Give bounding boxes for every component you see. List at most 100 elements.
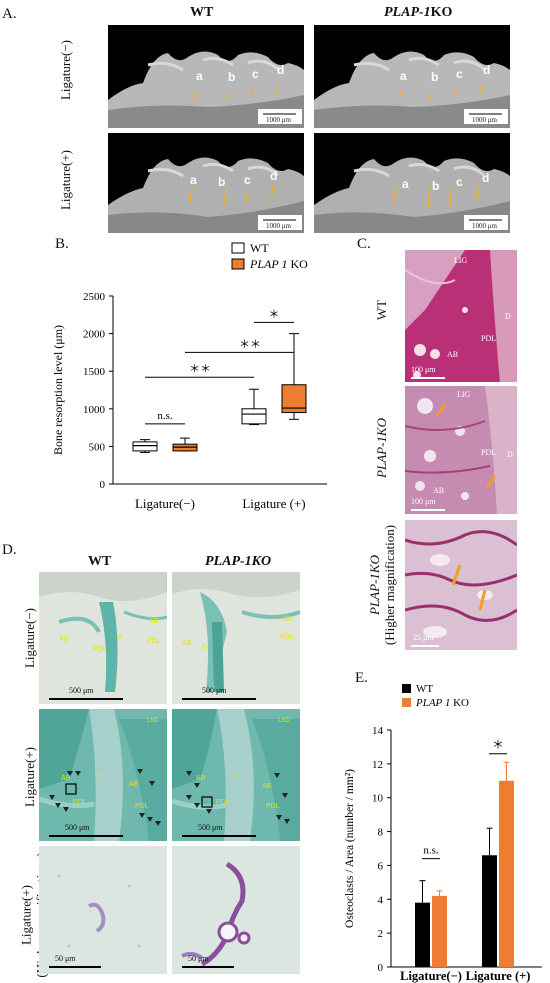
- tooth-b-label: b: [228, 70, 236, 84]
- trap-wt-high-mag: 50 μm: [39, 846, 167, 974]
- panel-b-letter: B.: [55, 236, 69, 252]
- sig-single-label: ＊: [269, 308, 280, 320]
- y-tick-label: 6: [378, 860, 384, 872]
- tooth-a-label: a: [190, 173, 197, 187]
- pdl-label: PDL: [216, 799, 230, 806]
- scale-label: 25 μm: [413, 633, 434, 642]
- histology-image: [39, 572, 167, 704]
- pdl-label-right: PDL: [135, 803, 149, 810]
- dentin-label: D: [505, 312, 511, 321]
- osteoclast-bar-chart: 0 2 4 6 8 10 12 14 Osteoclasts / Area (number / …: [344, 683, 542, 983]
- panel-c-row3-line1: PLAP-1KO: [367, 555, 382, 615]
- scale-bar: [411, 377, 445, 379]
- bar: [499, 780, 514, 967]
- dentin-label: D: [232, 773, 238, 780]
- trap-ko-ligature-minus: AB D AB PDL 500 μm: [172, 572, 300, 704]
- scale-label: 50 μm: [55, 954, 76, 963]
- trap-wt-ligature-plus: AB D PDL AB PDL LIG 500 μm: [39, 709, 167, 841]
- bar: [482, 855, 497, 967]
- panel-a-col-ko: PLAP-1KO: [384, 5, 452, 21]
- dentin-label: D: [507, 450, 513, 459]
- tooth-c-label: c: [456, 67, 463, 81]
- microct-jaw-image: [314, 133, 510, 233]
- scale-label: 1000 μm: [266, 116, 291, 124]
- panel-c-row1-wrap: WT: [362, 300, 402, 320]
- panel-a-row2-wrap: Ligature(+): [46, 150, 86, 210]
- pdl-label: PDL: [481, 334, 497, 343]
- panel-c-row2-wrap: PLAP-1KO: [362, 418, 402, 478]
- y-tick-label: 2: [378, 928, 384, 940]
- bone-resorption-box-plot: 0 500 1000 1500 2000 2500 Bone resorption leve…: [51, 241, 327, 511]
- legend-swatch-wt: [402, 684, 411, 693]
- trap-wt-ligature-minus: AB D PDL AB PDL 500 μm: [39, 572, 167, 704]
- x-category-label: Ligature(−): [400, 969, 462, 983]
- pdl-label: PDL: [481, 448, 497, 457]
- scale-bar: [49, 966, 101, 968]
- scale-bar: [182, 835, 256, 837]
- panel-c-letter: C.: [357, 236, 371, 252]
- y-tick-label: 2500: [83, 291, 106, 303]
- box-iqr: [132, 441, 158, 452]
- pdl-label-right: PDL: [266, 803, 280, 810]
- dentin-label: D: [117, 634, 123, 641]
- tooth-d-label: d: [270, 169, 278, 183]
- y-tick-label: 8: [378, 827, 384, 839]
- ab-label-right: AB: [129, 781, 139, 788]
- histology-image: [39, 846, 167, 974]
- tooth-c-label: c: [252, 67, 259, 81]
- scale-label: 500 μm: [198, 823, 223, 832]
- sig-ns-label: n.s.: [423, 845, 439, 857]
- sig-ns-label: n.s.: [157, 410, 173, 422]
- ab-label: AB: [182, 640, 192, 647]
- microct-jaw-image: [108, 25, 304, 128]
- panel-a-col-wt: WT: [190, 5, 214, 20]
- panel-d-col-wt: WT: [88, 554, 112, 569]
- bar: [415, 902, 430, 967]
- scale-bar: [411, 509, 445, 511]
- trap-ko-high-mag: 50 μm: [172, 846, 300, 974]
- sig-single-label: ＊: [492, 738, 504, 752]
- panel-d-row3-line1: Ligature(+): [19, 884, 35, 946]
- microct-jaw-image: [314, 25, 510, 128]
- ab-label: AB: [447, 350, 459, 359]
- microct-wt-ligature-minus: a b c d 1000 μm: [108, 25, 304, 128]
- legend-swatch-ko: [402, 698, 411, 707]
- ab-label: AB: [59, 636, 69, 643]
- ab-label-right: AB: [149, 618, 159, 625]
- legend-label-wt: WT: [416, 683, 433, 695]
- scale-bar: [411, 645, 439, 647]
- ab-label: AB: [196, 775, 206, 782]
- panel-a-row1-label: Ligature(−): [58, 39, 73, 101]
- lig-label: LIG: [278, 717, 290, 724]
- panel-a-row1-wrap: Ligature(−): [46, 40, 86, 100]
- sig-double-label: ＊＊: [189, 363, 211, 375]
- legend-label-ko: PLAP 1 KO: [415, 697, 469, 709]
- scale-bar: [49, 698, 123, 700]
- legend-label-ko: PLAP 1 KO: [249, 257, 308, 271]
- legend-swatch-ko: [231, 258, 245, 270]
- panel-c-row2-label: PLAP-1KO: [374, 418, 390, 478]
- y-tick-label: 500: [89, 441, 106, 453]
- histology-image: [405, 250, 517, 382]
- microct-ko-ligature-minus: a b c d 1000 μm: [314, 25, 510, 128]
- y-tick-label: 1000: [83, 404, 106, 416]
- pdl-label: PDL: [93, 646, 107, 653]
- lig-label: LIG: [457, 390, 471, 399]
- tooth-a-label: a: [402, 177, 409, 191]
- he-stain-ko-high-mag: 25 μm: [405, 520, 517, 650]
- gene-name: PLAP-1: [384, 5, 431, 20]
- y-tick-label: 14: [372, 725, 384, 737]
- tooth-a-label: a: [400, 69, 407, 83]
- panel-d-letter: D.: [2, 542, 17, 558]
- microct-ko-ligature-plus: a b c d 1000 μm: [314, 133, 510, 233]
- tooth-a-label: a: [196, 69, 203, 83]
- tooth-d-label: d: [482, 171, 490, 185]
- histology-image: [405, 520, 517, 650]
- lig-label: LIG: [147, 717, 159, 724]
- y-axis-label: Bone resorption level (μm): [51, 325, 65, 455]
- y-tick-label: 10: [372, 793, 384, 805]
- y-tick-label: 12: [372, 759, 383, 771]
- tooth-c-label: c: [456, 175, 463, 189]
- y-tick-label: 1500: [83, 366, 106, 378]
- scale-bar: [182, 698, 256, 700]
